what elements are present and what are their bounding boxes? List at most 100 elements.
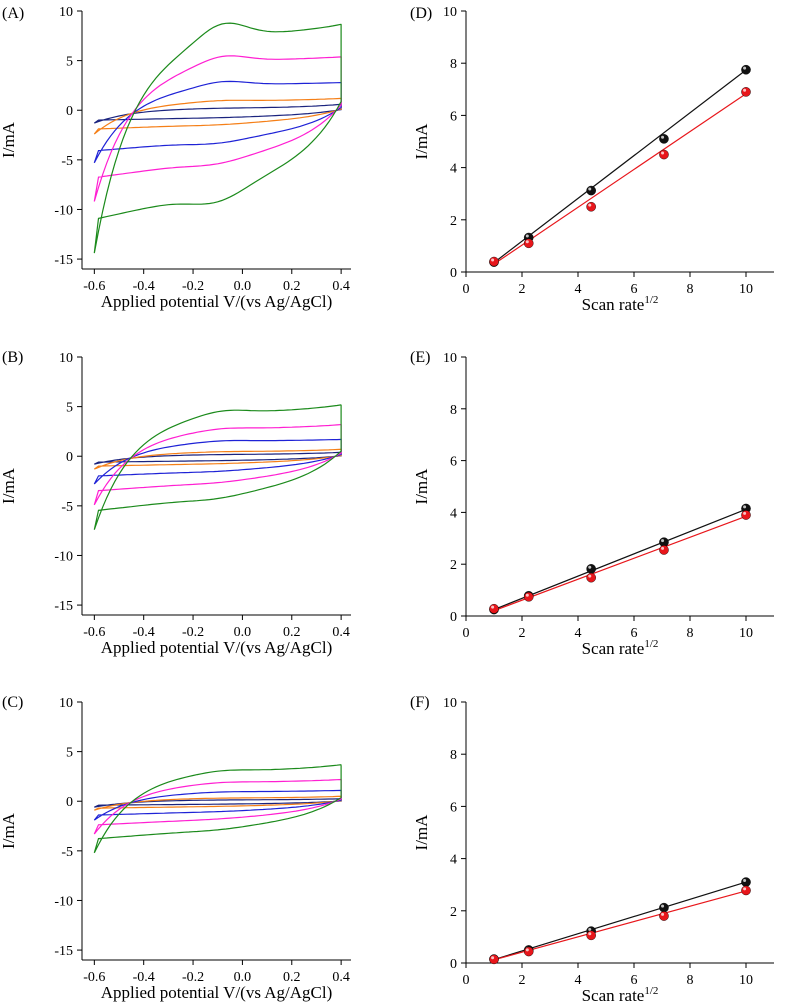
y-tick-label: 8 bbox=[450, 748, 457, 763]
x-axis-title: Applied potential V/(vs Ag/AgCl) bbox=[101, 292, 333, 311]
x-tick-label: -0.6 bbox=[83, 970, 105, 985]
data-point-anodic bbox=[659, 902, 669, 913]
panel-label: (A) bbox=[2, 5, 24, 22]
data-point-cathodic bbox=[489, 954, 499, 965]
data-point-highlight bbox=[743, 88, 747, 92]
data-point-anodic bbox=[586, 185, 596, 196]
y-tick-label: 0 bbox=[66, 795, 73, 810]
data-point-highlight bbox=[525, 593, 529, 597]
y-tick-label: 10 bbox=[443, 696, 457, 711]
data-point-highlight bbox=[491, 956, 495, 960]
data-point-anodic bbox=[741, 64, 751, 75]
y-axis-title: I/mA bbox=[0, 121, 18, 158]
x-tick-label: -0.2 bbox=[182, 279, 204, 294]
data-point-cathodic bbox=[586, 930, 596, 941]
x-tick-label: 0 bbox=[463, 626, 470, 641]
y-tick-label: 10 bbox=[59, 696, 73, 711]
x-tick-label: -0.4 bbox=[133, 625, 155, 640]
x-tick-label: 0.0 bbox=[234, 970, 252, 985]
panel-label: (C) bbox=[2, 694, 23, 711]
data-point-cathodic bbox=[659, 911, 669, 921]
y-tick-label: 6 bbox=[450, 455, 457, 470]
data-point-cathodic bbox=[489, 256, 499, 267]
y-tick-label: 5 bbox=[66, 55, 73, 70]
y-tick-label: -15 bbox=[54, 944, 73, 959]
y-axis-title: I/mA bbox=[0, 812, 18, 849]
data-point-highlight bbox=[491, 605, 495, 609]
y-axis-title: I/mA bbox=[0, 467, 18, 504]
x-tick-label: 4 bbox=[575, 973, 582, 988]
y-tick-label: 6 bbox=[450, 800, 457, 815]
x-tick-label: 0 bbox=[463, 282, 470, 297]
y-tick-label: -5 bbox=[61, 500, 73, 515]
x-tick-label: 8 bbox=[687, 973, 694, 988]
x-tick-label: 0.4 bbox=[332, 625, 350, 640]
y-axis-title: I/mA bbox=[412, 123, 431, 160]
x-axis-title: Applied potential V/(vs Ag/AgCl) bbox=[101, 638, 333, 657]
y-tick-label: -10 bbox=[54, 549, 73, 564]
y-tick-label: 0 bbox=[450, 610, 457, 625]
data-point-cathodic bbox=[659, 545, 669, 555]
y-tick-label: 2 bbox=[450, 214, 457, 229]
y-tick-label: 5 bbox=[66, 746, 73, 761]
x-tick-label: 0.0 bbox=[234, 625, 252, 640]
x-tick-label: -0.4 bbox=[133, 970, 155, 985]
data-point-highlight bbox=[661, 135, 665, 139]
x-tick-label: 4 bbox=[575, 626, 582, 641]
x-axis-title: Scan rate1/2 bbox=[582, 985, 659, 1005]
x-tick-label: 0.0 bbox=[234, 279, 252, 294]
y-tick-label: 10 bbox=[443, 5, 457, 20]
chart-panel-e: (E) 0 2 4 6 8 10 0 2 4 6 8 10 Scan rate1/2 I/mA bbox=[410, 349, 774, 658]
data-point-cathodic bbox=[659, 149, 669, 160]
x-tick-label: 0.2 bbox=[283, 970, 301, 985]
data-point-highlight bbox=[588, 565, 592, 569]
fit-line-anodic bbox=[493, 881, 747, 961]
x-tick-label: 4 bbox=[575, 282, 582, 297]
y-tick-label: 0 bbox=[66, 450, 73, 465]
y-tick-label: 6 bbox=[450, 109, 457, 124]
x-axis-title-superscript: 1/2 bbox=[644, 294, 658, 306]
data-point-anodic bbox=[659, 134, 669, 144]
x-tick-label: 6 bbox=[631, 282, 638, 297]
chart-panel-d: (D) 0 2 4 6 8 10 0 2 4 6 8 10 Scan rate1/2 I/mA bbox=[410, 5, 774, 314]
fit-line-anodic bbox=[493, 508, 747, 611]
data-point-highlight bbox=[743, 887, 747, 891]
x-axis-title: Applied potential V/(vs Ag/AgCl) bbox=[101, 983, 333, 1002]
data-point-highlight bbox=[588, 574, 592, 578]
y-tick-label: 4 bbox=[450, 506, 457, 521]
y-tick-label: 10 bbox=[443, 351, 457, 366]
data-point-cathodic bbox=[523, 592, 534, 602]
data-point-highlight bbox=[661, 546, 665, 550]
data-point-highlight bbox=[743, 511, 747, 515]
y-tick-label: -5 bbox=[61, 845, 73, 860]
data-point-highlight bbox=[491, 258, 495, 262]
fit-line-cathodic bbox=[493, 93, 747, 265]
chart-panel-a: (A) -0.6 -0.4 -0.2 0.0 0.2 0.4 -15 -10 -5 0 5 10 Appl… bbox=[0, 5, 351, 311]
data-point-highlight bbox=[743, 505, 747, 509]
x-tick-label: 0.4 bbox=[332, 970, 350, 985]
cv-curve-scan-4 bbox=[93, 424, 342, 506]
x-tick-label: 0.2 bbox=[283, 279, 301, 294]
x-tick-label: 0.2 bbox=[283, 625, 301, 640]
x-tick-label: 6 bbox=[631, 626, 638, 641]
data-point-cathodic bbox=[523, 946, 534, 957]
data-point-cathodic bbox=[741, 87, 751, 97]
x-tick-label: 10 bbox=[739, 282, 753, 297]
x-tick-label: 10 bbox=[739, 626, 753, 641]
panel-label: (B) bbox=[2, 349, 23, 366]
panel-label: (F) bbox=[410, 694, 430, 711]
chart-panel-c: (C) -0.6 -0.4 -0.2 0.0 0.2 0.4 -15 -10 -5 0 5 10 Appl… bbox=[0, 694, 351, 1002]
data-point-highlight bbox=[661, 912, 665, 916]
y-tick-label: 5 bbox=[66, 401, 73, 416]
cv-curve-scan-2 bbox=[93, 448, 342, 470]
x-tick-label: 0 bbox=[463, 973, 470, 988]
y-tick-label: -15 bbox=[54, 253, 73, 268]
data-point-highlight bbox=[743, 878, 747, 882]
data-point-anodic bbox=[586, 564, 596, 574]
data-point-cathodic bbox=[741, 510, 751, 520]
data-point-highlight bbox=[525, 234, 529, 238]
data-point-highlight bbox=[588, 187, 592, 191]
data-point-highlight bbox=[743, 66, 747, 70]
x-axis-title-superscript: 1/2 bbox=[644, 985, 658, 997]
